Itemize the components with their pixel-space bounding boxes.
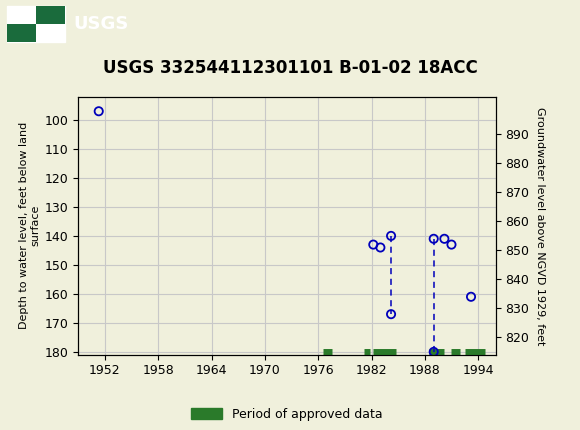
Y-axis label: Groundwater level above NGVD 1929, feet: Groundwater level above NGVD 1929, feet	[535, 107, 545, 345]
Point	[440, 235, 449, 242]
FancyBboxPatch shape	[36, 24, 65, 42]
Legend: Period of approved data: Period of approved data	[186, 403, 388, 426]
Point	[369, 241, 378, 248]
FancyBboxPatch shape	[7, 24, 36, 42]
Text: USGS 332544112301101 B-01-02 18ACC: USGS 332544112301101 B-01-02 18ACC	[103, 59, 477, 77]
Point	[466, 293, 476, 300]
FancyBboxPatch shape	[7, 6, 65, 42]
FancyBboxPatch shape	[7, 6, 36, 24]
Text: USGS: USGS	[74, 15, 129, 33]
FancyBboxPatch shape	[36, 6, 65, 24]
Point	[386, 233, 396, 240]
Point	[429, 235, 438, 242]
Point	[447, 241, 456, 248]
Point	[429, 348, 438, 355]
Point	[376, 244, 385, 251]
Point	[386, 311, 396, 318]
Point	[94, 108, 103, 115]
Y-axis label: Depth to water level, feet below land
surface: Depth to water level, feet below land su…	[19, 122, 41, 329]
